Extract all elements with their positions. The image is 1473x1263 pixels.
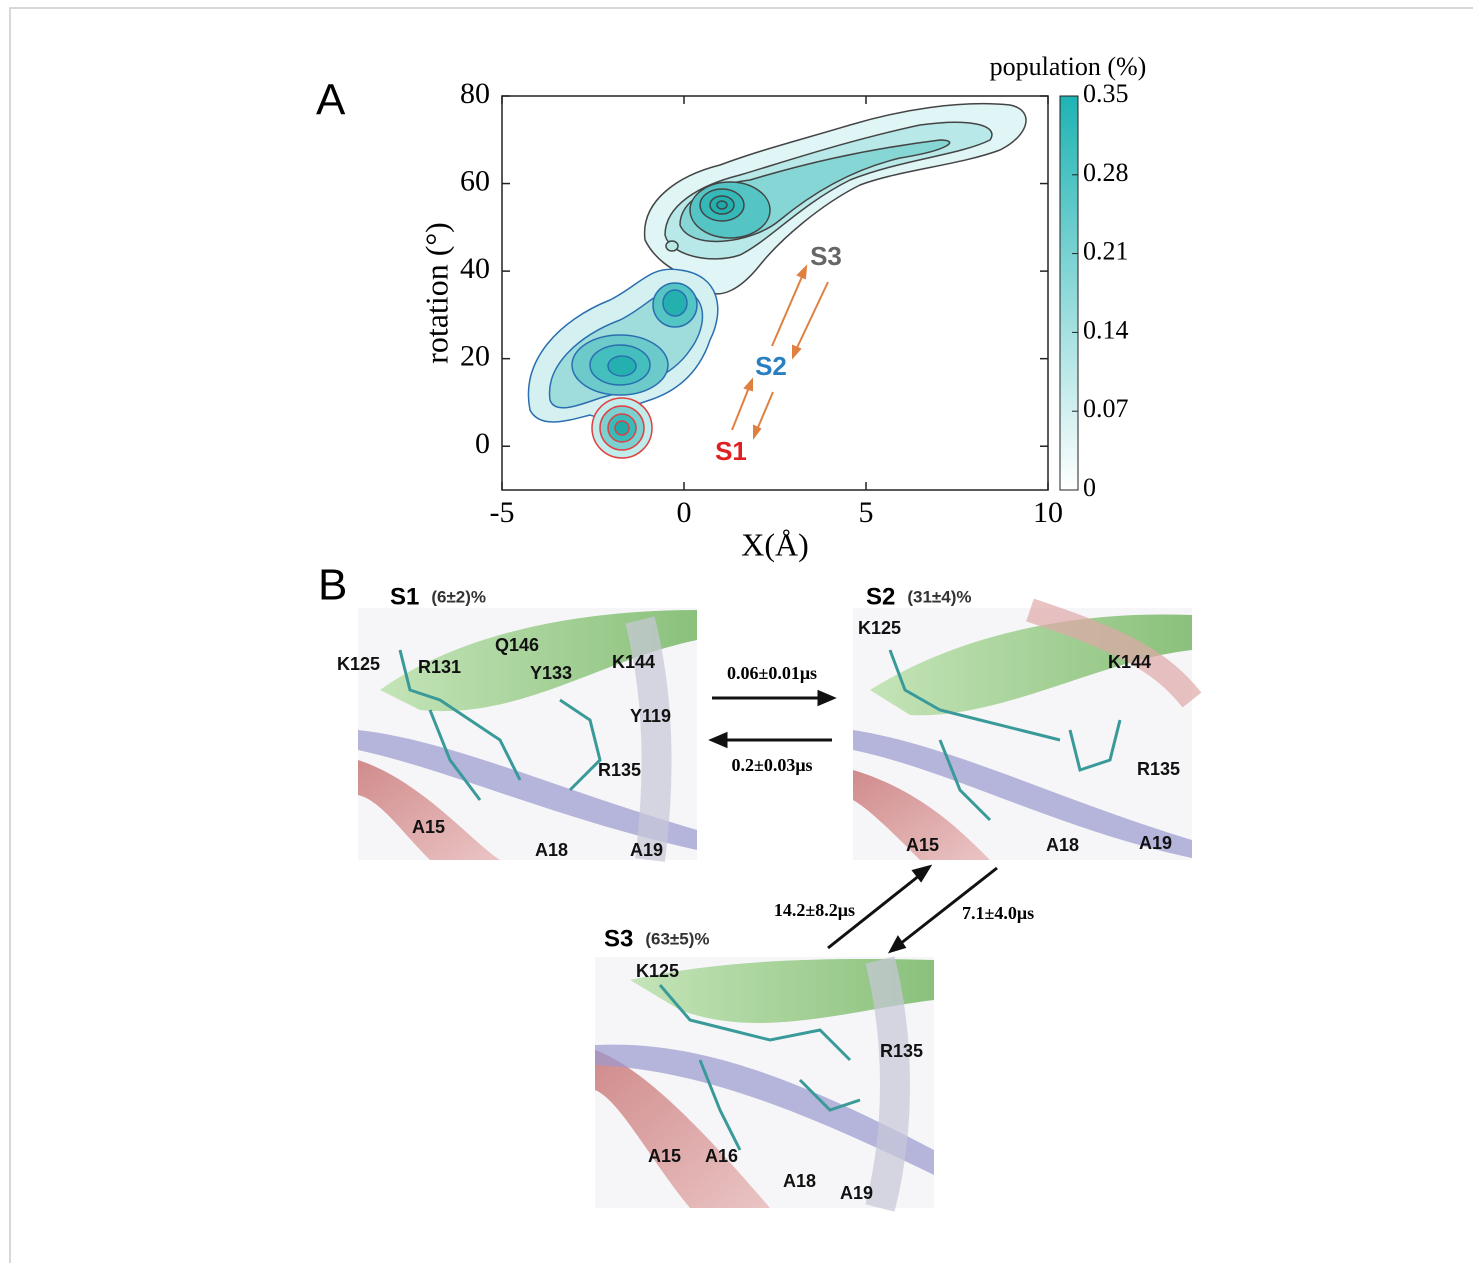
structure-s3 — [595, 956, 934, 1212]
residue-label: A15 — [648, 1146, 681, 1166]
residue-label: K125 — [636, 961, 679, 981]
rate-label: 0.06±0.01μs — [727, 663, 817, 683]
x-tick-label: -5 — [490, 496, 515, 529]
colorbar-tick-label: 0 — [1083, 473, 1096, 502]
plot-frame — [501, 95, 1049, 491]
residue-label: K125 — [858, 618, 901, 638]
panel-label: A — [316, 76, 346, 125]
residue-label: K125 — [337, 654, 380, 674]
state-title: S1 — [390, 583, 419, 610]
state-label: S2 — [755, 351, 787, 381]
state-population: (31±4)% — [907, 587, 971, 606]
state-title: S3 — [604, 925, 633, 952]
contour-map — [527, 102, 1027, 459]
rate-label: 14.2±8.2μs — [774, 900, 855, 920]
colorbar-tick-label: 0.07 — [1083, 394, 1129, 423]
residue-label: R135 — [880, 1041, 923, 1061]
residue-label: Q146 — [495, 635, 539, 655]
y-axis-label: rotation (°) — [418, 222, 454, 364]
y-tick-label: 60 — [460, 164, 490, 197]
state-label: S3 — [810, 241, 842, 271]
residue-label: R131 — [418, 657, 461, 677]
residue-label: A19 — [840, 1183, 873, 1203]
state-arrows — [731, 264, 829, 440]
residue-label: Y133 — [530, 663, 572, 683]
state-label: S1 — [715, 436, 747, 466]
residue-label: A18 — [1046, 835, 1079, 855]
residue-label: K144 — [1108, 652, 1151, 672]
state-population: (63±5)% — [645, 929, 709, 948]
x-tick-label: 0 — [677, 496, 692, 529]
state-title: S2 — [866, 583, 895, 610]
residue-label: A15 — [906, 835, 939, 855]
residue-label: A15 — [412, 817, 445, 837]
structure-s1 — [358, 608, 697, 862]
residue-label: A19 — [630, 840, 663, 860]
residue-label: K144 — [612, 652, 655, 672]
residue-label: R135 — [1137, 759, 1180, 779]
residue-label: R135 — [598, 760, 641, 780]
y-tick-label: 80 — [460, 77, 490, 110]
colorbar-label: population (%) — [990, 52, 1147, 81]
colorbar-tick-label: 0.21 — [1083, 237, 1129, 266]
colorbar-tick-label: 0.35 — [1083, 79, 1129, 108]
structure-s2 — [853, 598, 1202, 860]
y-tick-label: 20 — [460, 340, 490, 373]
colorbar-tick-label: 0.14 — [1083, 315, 1129, 344]
residue-label: A19 — [1139, 833, 1172, 853]
rate-arrows — [708, 689, 998, 954]
residue-label: A18 — [783, 1171, 816, 1191]
y-tick-label: 0 — [475, 427, 490, 460]
x-tick-label: 5 — [859, 496, 874, 529]
state-population: (6±2)% — [431, 587, 486, 606]
x-tick-label: 10 — [1033, 496, 1063, 529]
colorbar-tick-label: 0.28 — [1083, 158, 1129, 187]
colorbar — [1059, 95, 1079, 491]
residue-label: A18 — [535, 840, 568, 860]
frame — [9, 7, 1473, 1263]
rate-label: 0.2±0.03μs — [731, 755, 812, 775]
panel-label: B — [318, 561, 347, 610]
x-axis-label: X(Å) — [741, 526, 809, 562]
residue-label: A16 — [705, 1146, 738, 1166]
rate-label: 7.1±4.0μs — [962, 903, 1034, 923]
y-tick-label: 40 — [460, 252, 490, 285]
residue-label: Y119 — [630, 706, 671, 726]
